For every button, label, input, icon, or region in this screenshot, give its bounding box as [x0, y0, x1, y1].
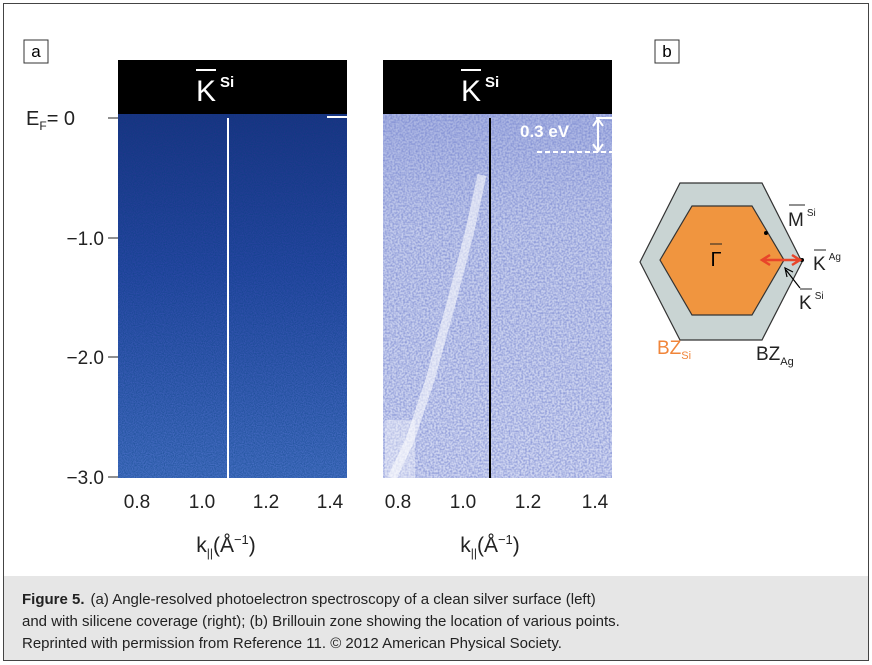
sup: Si: [485, 74, 499, 91]
image-header: [383, 60, 612, 114]
x-tick-label: 1.4: [317, 492, 344, 513]
y-tick-label: −2.0: [66, 348, 104, 369]
sup: −1: [498, 532, 513, 547]
red-arrow: [759, 253, 803, 267]
k-si: K Si: [799, 291, 824, 314]
panel-label: b: [662, 42, 671, 61]
caption-bg: [4, 576, 868, 660]
open: (Å: [213, 534, 234, 557]
y-axis: EF= 0 −1.0 −2.0 −3.0: [26, 108, 118, 489]
main: E: [26, 108, 39, 130]
sup: Si: [807, 208, 816, 219]
rest: = 0: [47, 108, 75, 130]
ef-label: EF= 0: [26, 108, 75, 133]
k: k: [460, 534, 471, 557]
annotation: 0.3 eV: [520, 122, 570, 141]
caption-line: Reprinted with permission from Reference…: [22, 635, 562, 652]
x-tick-label: 1.2: [253, 492, 279, 513]
x-tick-label: 1.2: [515, 492, 541, 513]
image-header: [118, 60, 347, 114]
sub: ||: [207, 546, 213, 560]
y-tick-label: −3.0: [66, 468, 104, 489]
symbol: M: [788, 210, 804, 231]
sub: Si: [681, 350, 691, 362]
pointer: [784, 266, 801, 289]
x-axis-label: k||(Å−1): [460, 532, 520, 560]
sub: F: [39, 119, 46, 133]
header-label: K Si: [196, 74, 234, 108]
close: ): [249, 534, 256, 557]
x-tick-label: 0.8: [385, 492, 411, 513]
figure-label: Figure 5.: [22, 591, 85, 608]
sup: Ag: [829, 252, 841, 263]
header-label: K Si: [461, 74, 499, 108]
x-tick-label: 0.8: [124, 492, 150, 513]
k-ag: K Ag: [813, 252, 841, 275]
bright-corner: [385, 420, 415, 478]
bz-ag-label: BZAg: [756, 344, 794, 368]
x-tick-label: 1.0: [450, 492, 476, 513]
panel-label-box: [23, 39, 49, 64]
main: BZ: [756, 344, 781, 365]
double-arrow: [592, 117, 604, 153]
symbol: K: [196, 75, 216, 108]
x-axis: 0.8 1.0 1.2 1.4 k||(Å−1): [124, 492, 344, 560]
arpes-noise: [118, 112, 347, 478]
sup: Si: [815, 291, 824, 302]
gamma: Γ: [710, 249, 721, 271]
m-si: M Si: [788, 208, 816, 231]
main: BZ: [657, 338, 682, 359]
sup: Si: [220, 74, 234, 91]
caption-text: (a) Angle-resolved photoelectron spectro…: [91, 591, 596, 608]
band: [387, 174, 487, 480]
panel-label: a: [31, 42, 41, 61]
symbol: K: [813, 254, 826, 275]
caption-line: Figure 5. (a) Angle-resolved photoelectro…: [22, 591, 596, 608]
open: (Å: [477, 534, 498, 557]
sub: ||: [471, 546, 477, 560]
caption-line: and with silicene coverage (right); (b) …: [22, 613, 620, 630]
sub: Ag: [780, 356, 793, 368]
close: ): [513, 534, 520, 557]
x-axis-label: k||(Å−1): [196, 532, 256, 560]
sup: −1: [234, 532, 249, 547]
symbol: K: [461, 75, 481, 108]
point: [764, 231, 768, 235]
symbol: K: [799, 293, 812, 314]
bz-si-label: BZSi: [657, 338, 691, 362]
k: k: [196, 534, 207, 557]
x-tick-label: 1.4: [582, 492, 609, 513]
x-axis: 0.8 1.0 1.2 1.4 k||(Å−1): [385, 492, 609, 560]
x-tick-label: 1.0: [189, 492, 215, 513]
y-tick-label: −1.0: [66, 229, 104, 250]
panel-label-box: [654, 39, 680, 64]
